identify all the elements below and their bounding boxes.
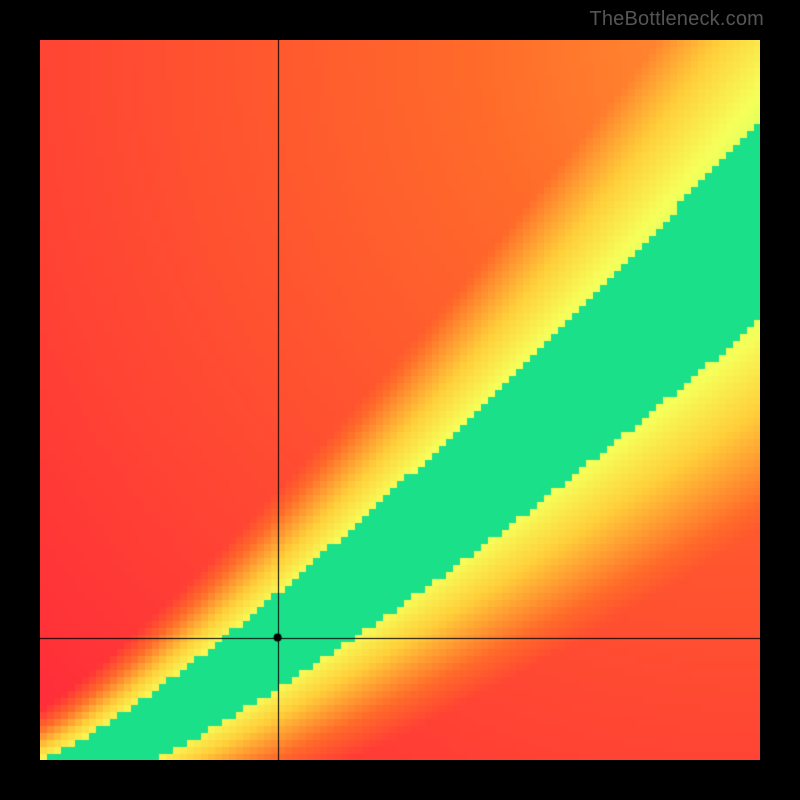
watermark-text: TheBottleneck.com — [589, 8, 764, 31]
bottleneck-heatmap — [40, 40, 760, 760]
